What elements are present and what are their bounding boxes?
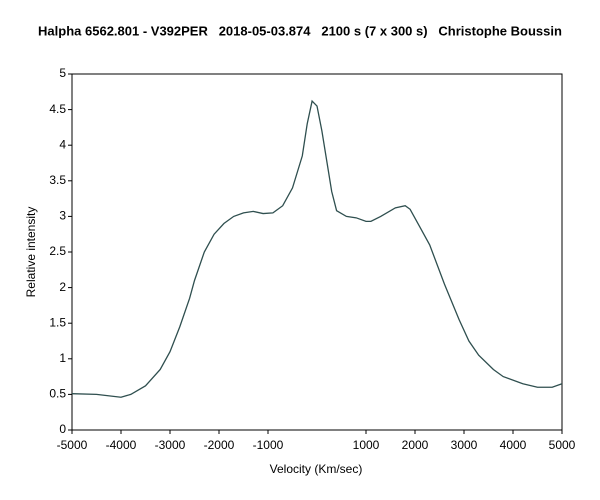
chart-title: Halpha 6562.801 - V392PER 2018-05-03.874… bbox=[38, 23, 562, 38]
x-tick-label: 1000 bbox=[353, 438, 380, 452]
x-tick-label: -1000 bbox=[253, 438, 284, 452]
x-tick-label: -3000 bbox=[155, 438, 186, 452]
x-tick-label: -5000 bbox=[57, 438, 88, 452]
y-tick-label: 5 bbox=[59, 66, 66, 80]
y-tick-label: 0.5 bbox=[49, 387, 66, 401]
y-axis-label: Relative intensity bbox=[24, 207, 38, 298]
data-line bbox=[71, 99, 563, 398]
y-tick-label: 1.5 bbox=[49, 315, 66, 329]
x-tick-label: -4000 bbox=[106, 438, 137, 452]
y-tick-label: 3.5 bbox=[49, 173, 66, 187]
y-tick-label: 2.5 bbox=[49, 244, 66, 258]
x-tick-label: -2000 bbox=[204, 438, 235, 452]
x-tick-label: 4000 bbox=[500, 438, 527, 452]
y-tick-label: 4.5 bbox=[49, 102, 66, 116]
y-tick-label: 1 bbox=[59, 351, 66, 365]
y-tick-label: 4 bbox=[59, 137, 66, 151]
x-tick-label: 5000 bbox=[549, 438, 576, 452]
x-tick-label: 2000 bbox=[402, 438, 429, 452]
x-tick-label: 3000 bbox=[451, 438, 478, 452]
x-axis-label: Velocity (Km/sec) bbox=[270, 462, 363, 476]
y-tick-label: 0 bbox=[59, 422, 66, 436]
y-tick-label: 3 bbox=[59, 209, 66, 223]
y-tick-label: 2 bbox=[59, 280, 66, 294]
